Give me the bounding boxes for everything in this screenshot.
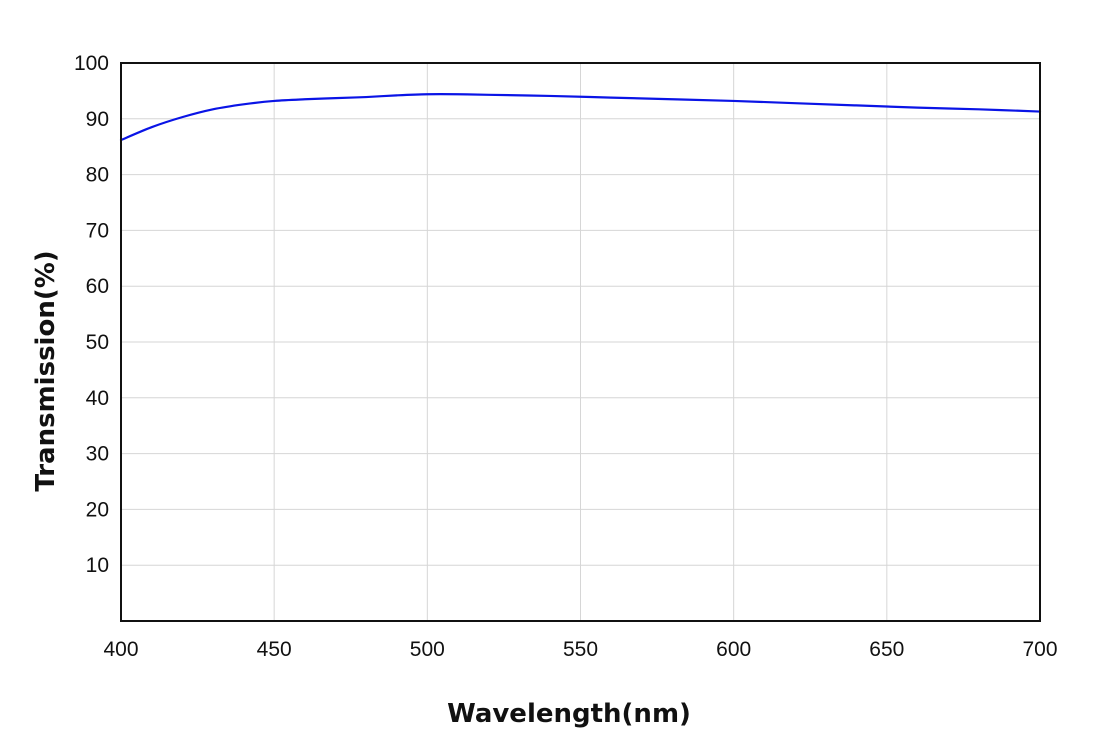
y-tick-label: 30 [86,443,109,466]
y-tick-label: 10 [86,554,109,577]
x-tick-label: 700 [1022,638,1057,661]
y-tick-label: 60 [86,275,109,298]
x-axis-ticks: 400 450 500 550 600 650 700 [103,638,1057,661]
x-tick-label: 400 [103,638,138,661]
series-layer [119,93,1042,142]
series-line-transmission [119,93,1042,142]
x-tick-label: 600 [716,638,751,661]
y-tick-label: 50 [86,331,109,354]
y-tick-label: 40 [86,387,109,410]
y-tick-label: 90 [86,108,109,131]
x-tick-label: 500 [410,638,445,661]
y-axis-title: Transmission(%) [31,250,61,491]
y-axis-ticks: 10 20 30 40 50 60 70 80 90 100 [74,52,109,577]
y-tick-label: 70 [86,219,109,242]
y-tick-label: 20 [86,498,109,521]
plot-frame [120,62,1041,622]
y-tick-label: 100 [74,52,109,75]
x-tick-label: 550 [563,638,598,661]
x-axis-title: Wavelength(nm) [447,699,691,729]
x-tick-label: 450 [257,638,292,661]
y-tick-label: 80 [86,164,109,187]
x-tick-label: 650 [869,638,904,661]
grid [121,63,1040,621]
